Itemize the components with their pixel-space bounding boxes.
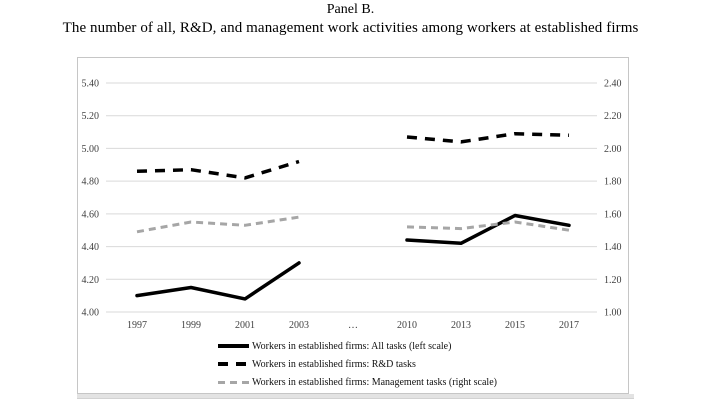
y-axis-tick-right: 1.00 xyxy=(604,308,622,319)
legend-item: Workers in established firms: R&D tasks xyxy=(218,355,497,373)
x-axis-tick: 1999 xyxy=(181,320,201,331)
y-axis-tick-right: 1.80 xyxy=(604,177,622,188)
y-axis-tick-left: 4.40 xyxy=(82,242,100,253)
y-axis-tick-right: 2.00 xyxy=(604,144,622,155)
y-axis-tick-left: 5.20 xyxy=(82,111,100,122)
legend-item: Workers in established firms: Management… xyxy=(218,373,497,391)
chart-plot: 5.40 2.40 5.20 2.20 5.00 2.00 4.80 1.80 4.60 1.60… xyxy=(82,79,622,332)
x-axis-tick: … xyxy=(348,320,358,331)
x-axis-tick: 2013 xyxy=(451,320,471,331)
series-line-all-tasks xyxy=(405,213,571,246)
x-axis-tick: 2003 xyxy=(289,320,309,331)
x-axis-tick: 1997 xyxy=(127,320,147,331)
legend-item: Workers in established firms: All tasks … xyxy=(218,337,497,355)
y-axis-tick-left: 4.00 xyxy=(82,308,100,319)
legend-marker-icon xyxy=(218,362,249,366)
chart-panel: 5.40 2.40 5.20 2.20 5.00 2.00 4.80 1.80 4.60 1.60… xyxy=(77,57,629,394)
y-axis-tick-right: 1.20 xyxy=(604,275,622,286)
series-line-management xyxy=(406,220,570,232)
page-title: Panel B. xyxy=(326,2,375,17)
x-axis-tick: 2015 xyxy=(505,320,525,331)
legend-label: Workers in established firms: All tasks … xyxy=(252,340,452,352)
y-axis-tick-left: 4.60 xyxy=(82,209,100,220)
y-axis-tick-right: 1.40 xyxy=(604,242,622,253)
y-axis-tick-right: 1.60 xyxy=(604,209,622,220)
legend-label: Workers in established firms: Management… xyxy=(252,376,497,388)
y-axis-tick-right: 2.40 xyxy=(604,79,622,90)
series-line-rd-tasks xyxy=(136,159,300,180)
x-axis-tick: 2010 xyxy=(397,320,417,331)
legend-label: Workers in established firms: R&D tasks xyxy=(252,358,416,370)
series-line-all-tasks xyxy=(135,261,301,301)
y-axis-tick-left: 5.00 xyxy=(82,144,100,155)
series-line-management xyxy=(136,215,300,234)
page-subtitle: The number of all, R&D, and management w… xyxy=(62,20,639,36)
y-axis-tick-left: 4.20 xyxy=(82,275,100,286)
series-line-rd-tasks xyxy=(406,131,570,144)
y-axis-tick-right: 2.20 xyxy=(604,111,622,122)
chart-legend: Workers in established firms: All tasks … xyxy=(218,337,497,391)
x-axis-tick: 2001 xyxy=(235,320,255,331)
y-axis-tick-left: 5.40 xyxy=(82,79,100,90)
y-axis-tick-left: 4.80 xyxy=(82,177,100,188)
x-axis-tick: 2017 xyxy=(559,320,579,331)
legend-marker-icon xyxy=(218,380,249,384)
legend-marker-icon xyxy=(218,344,249,348)
page-edge-strip xyxy=(77,394,634,399)
